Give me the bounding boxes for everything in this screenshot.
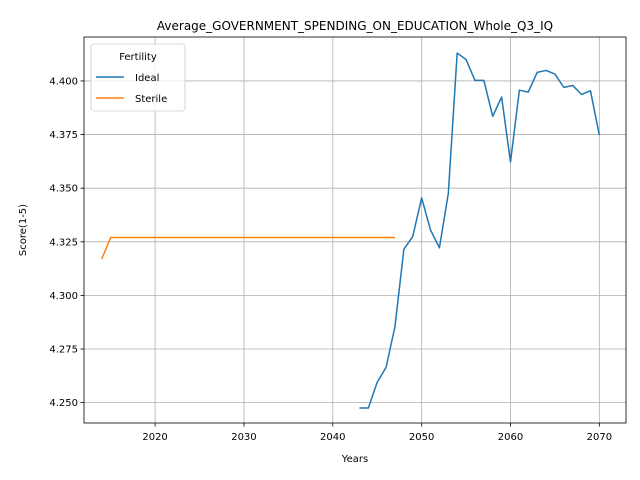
y-tick-label: 4.325 [49, 237, 78, 248]
x-tick-label: 2060 [498, 432, 523, 443]
y-tick-label: 4.400 [49, 76, 78, 87]
legend-title: Fertility [119, 52, 157, 63]
x-tick-label: 2050 [409, 432, 434, 443]
x-tick-label: 2070 [587, 432, 612, 443]
y-tick-label: 4.375 [49, 130, 78, 141]
x-axis-label: Years [341, 454, 368, 465]
legend: Fertility Ideal Sterile [90, 43, 186, 112]
grid [84, 37, 626, 423]
series-line-sterile [101, 236, 395, 260]
legend-label-ideal: Ideal [135, 73, 159, 84]
legend-label-sterile: Sterile [135, 94, 167, 105]
x-tick-label: 2030 [231, 432, 256, 443]
legend-box [90, 43, 186, 112]
y-tick-label: 4.275 [49, 345, 78, 356]
axis-ticks: 2020 2030 2040 2050 2060 2070 4.250 4.275 4.300 4… [49, 76, 612, 443]
y-tick-label: 4.250 [49, 398, 78, 409]
y-tick-label: 4.300 [49, 291, 78, 302]
x-tick-label: 2020 [142, 432, 167, 443]
series-lines [101, 52, 601, 409]
plot-frame [83, 36, 627, 424]
x-tick-label: 2040 [320, 432, 345, 443]
y-tick-label: 4.350 [49, 184, 78, 195]
chart-title: Average_GOVERNMENT_SPENDING_ON_EDUCATION… [157, 19, 553, 33]
y-axis-label: Score(1-5) [18, 204, 29, 256]
series-line-ideal [359, 52, 601, 409]
